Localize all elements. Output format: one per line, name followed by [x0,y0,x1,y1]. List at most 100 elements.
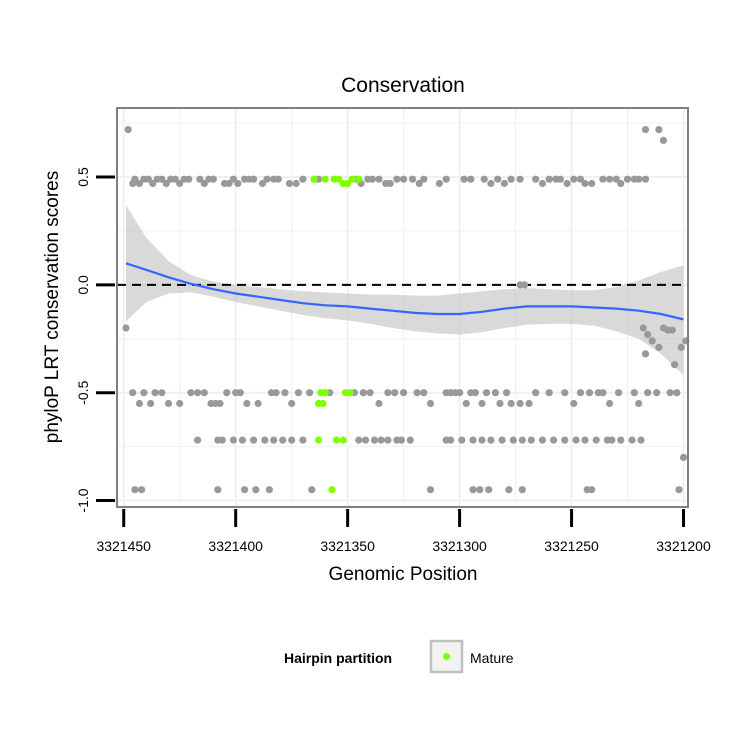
data-point [585,389,594,397]
data-point-mature [314,436,323,444]
data-point-mature [319,399,327,408]
data-point [550,436,558,444]
data-point [397,436,405,444]
data-point [200,179,208,188]
data-point [462,399,470,408]
data-point [635,399,643,408]
chart-title: Conservation [341,74,465,97]
data-point [478,436,486,444]
data-point [241,486,249,494]
plot-panel [116,107,690,508]
data-point [370,436,379,444]
data-point [135,399,143,408]
x-tick-label: 3321200 [656,538,711,554]
data-point [158,389,166,397]
data-point [229,175,237,183]
data-point [599,175,607,183]
data-point [460,175,468,183]
data-point [384,436,392,444]
data-point [653,389,661,397]
data-point [393,175,401,183]
data-point [254,399,262,408]
data-point [500,179,508,188]
data-point [281,389,289,397]
data-point [368,175,376,183]
data-point [576,175,585,183]
data-point [563,179,571,188]
data-point [292,179,300,188]
data-point [487,436,495,444]
data-point [129,389,137,397]
data-point [608,436,616,444]
data-point [476,486,484,494]
data-point [377,436,385,444]
data-point [637,436,645,444]
data-point [236,389,244,397]
data-point [635,175,643,183]
data-point [176,179,184,188]
data-point [606,175,614,183]
data-point [122,324,130,332]
legend-label-mature: Mature [470,650,514,666]
data-point [505,486,513,494]
data-point [400,389,408,397]
data-point [420,389,428,397]
data-point [507,399,515,408]
data-point [185,175,193,183]
data-point [366,389,374,397]
data-point [588,179,596,188]
data-point [556,175,565,183]
data-point [420,175,428,183]
data-point [538,436,547,444]
data-point [294,389,302,397]
data-point [599,389,607,397]
data-point-mature [321,389,329,397]
data-point [216,399,224,408]
data-point [570,175,578,183]
data-point [581,436,589,444]
data-point [225,179,233,188]
data-point [617,179,625,188]
data-point [617,436,625,444]
data-point [648,337,656,345]
data-point [628,436,636,444]
data-point [655,343,663,351]
x-tick-label: 3321300 [432,538,487,554]
data-point [491,389,499,397]
data-point [545,175,553,183]
data-point [668,326,676,334]
data-point [576,389,585,397]
data-point [527,436,535,444]
data-point-mature [339,436,347,444]
data-point [135,179,143,188]
data-point [623,175,632,183]
data-point [138,486,146,494]
legend-title: Hairpin partition [284,650,392,666]
data-point [176,399,184,408]
data-point [415,179,423,188]
y-axis-title: phyloP LRT conservation scores [42,171,63,444]
data-point [572,436,580,444]
data-point [250,436,258,444]
y-tick-label: -1.0 [75,488,91,512]
data-point [516,399,524,408]
data-point [641,126,650,134]
data-point [288,436,296,444]
data-point [279,436,287,444]
data-point-mature [328,486,336,494]
data-point [655,126,663,134]
data-point [409,175,417,183]
data-point-mature [335,175,343,183]
data-point [469,436,477,444]
data-point [679,453,688,461]
legend: Hairpin partition Mature [284,639,514,674]
data-point [194,436,202,444]
data-point [447,436,455,444]
data-point [673,389,681,397]
data-point [644,330,652,339]
data-point [494,175,502,183]
data-point [630,389,638,397]
data-point [639,324,647,332]
panel-border [116,107,689,508]
data-point [288,399,296,408]
